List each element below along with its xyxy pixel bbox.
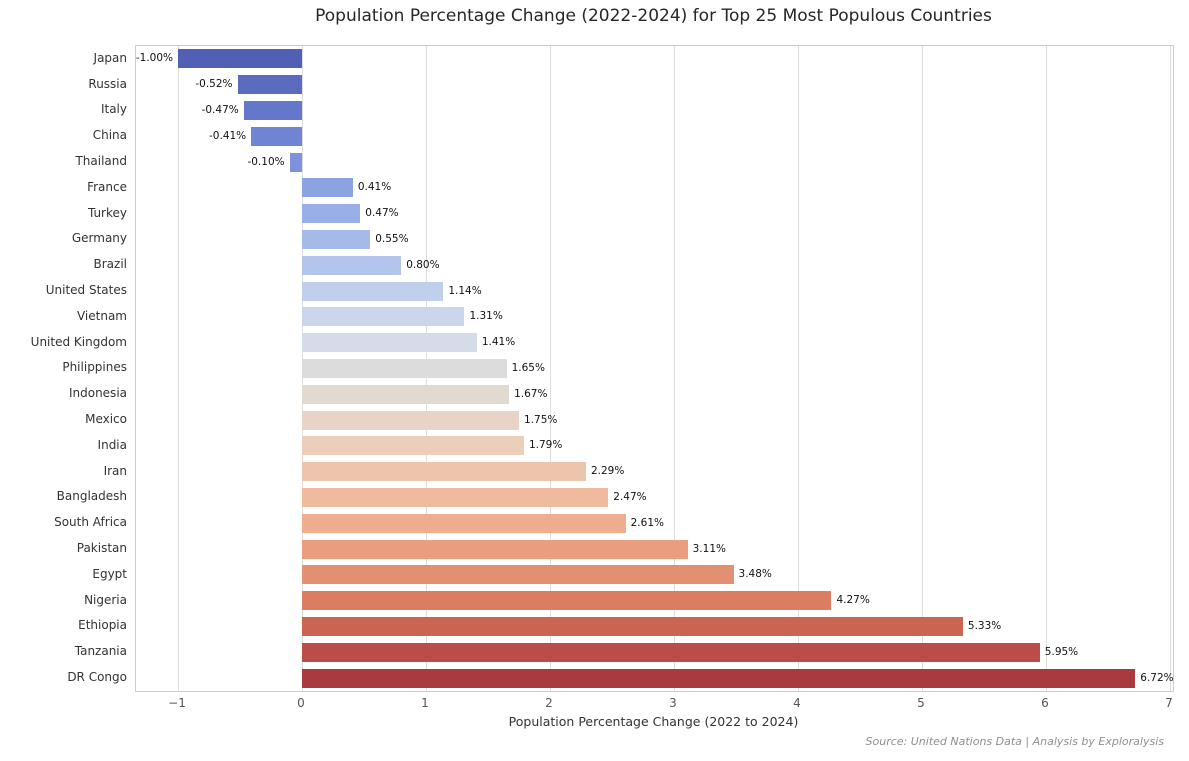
ytick-label: Brazil [93,257,128,272]
ytick-label: Iran [103,463,127,478]
ytick-label: Indonesia [68,386,127,401]
bar-south-africa [302,514,626,533]
xtick-label: 5 [917,696,925,710]
value-label: 6.72% [1140,672,1174,684]
source-caption: Source: United Nations Data | Analysis b… [865,735,1164,748]
ytick-label: France [87,179,127,194]
bar-united-kingdom [302,333,477,352]
gridline-x-4 [798,46,799,691]
value-label: 5.95% [1044,646,1079,658]
value-label: 3.11% [692,543,726,555]
xtick-label: 3 [669,696,677,710]
y-axis-labels: Japan Russia Italy China Thailand France Turke… [0,45,127,690]
bar-dr-congo [302,669,1136,688]
value-label: 5.33% [967,620,1002,632]
xtick-label: 1 [421,696,429,710]
bar-ethiopia [302,617,963,636]
ytick-label: Nigeria [84,592,127,607]
bar-china [251,127,302,146]
xtick-label: 4 [793,696,801,710]
value-label: 0.47% [365,207,399,219]
gridline-x--1 [178,46,179,691]
bar-tanzania [302,643,1040,662]
ytick-label: United Kingdom [30,334,127,349]
ytick-label: DR Congo [67,670,127,685]
value-label: 2.29% [590,465,625,477]
bar-turkey [302,204,361,223]
xtick-label: 7 [1165,696,1173,710]
ytick-label: China [92,128,127,143]
value-label: -1.00% [135,52,173,64]
value-label: 0.55% [375,233,409,245]
value-label: 2.47% [613,491,647,503]
x-axis-ticks: −1 0 1 2 3 4 5 6 7 [135,696,1173,712]
gridline-x-5 [922,46,923,691]
bar-japan [178,49,302,68]
bar-united-states [302,282,444,301]
value-label: 1.65% [511,362,545,374]
value-label: 1.31% [469,310,503,322]
ytick-label: Egypt [92,566,127,581]
gridline-x-3 [674,46,675,691]
bar-russia [237,75,302,94]
ytick-label: India [97,437,127,452]
ytick-label: Italy [100,102,127,117]
value-label: -0.41% [209,130,247,142]
bar-nigeria [302,591,832,610]
ytick-label: Philippines [62,360,127,375]
ytick-label: Vietnam [76,308,127,323]
ytick-label: Japan [93,50,127,65]
value-label: 1.75% [524,414,558,426]
value-label: 0.80% [406,259,440,271]
value-label: 3.48% [738,568,772,580]
bar-france [302,178,353,197]
plot-area: -1.00% -0.52% -0.47% -0.41% -0.10% 0.41% 0.47%… [135,45,1174,692]
xtick-label: −1 [168,696,186,710]
bar-italy [243,101,302,120]
value-label: 0.41% [357,181,392,193]
gridline-x-2 [550,46,551,691]
gridline-x-7 [1170,46,1171,691]
xtick-label: 6 [1041,696,1049,710]
bar-bangladesh [302,488,609,507]
bar-mexico [302,411,519,430]
bar-philippines [302,359,507,378]
bar-germany [302,230,371,249]
bar-iran [302,462,586,481]
bar-thailand [289,153,302,172]
bar-vietnam [302,307,465,326]
ytick-label: Pakistan [76,541,127,556]
bar-pakistan [302,540,688,559]
ytick-label: Mexico [85,412,127,427]
ytick-label: Turkey [87,205,127,220]
bar-indonesia [302,385,510,404]
ytick-label: Ethiopia [78,618,127,633]
ytick-label: Bangladesh [56,489,127,504]
x-axis-title: Population Percentage Change (2022 to 20… [508,714,799,729]
value-label: 1.14% [448,285,482,297]
gridline-x-6 [1046,46,1047,691]
ytick-label: Thailand [75,154,127,169]
value-label: 1.41% [481,336,516,348]
value-label: 4.27% [836,594,870,606]
ytick-label: Germany [71,231,127,246]
value-label: -0.52% [195,78,233,90]
chart-title: Population Percentage Change (2022-2024)… [315,6,992,26]
ytick-label: United States [45,283,127,298]
value-label: 1.67% [514,388,548,400]
bar-india [302,436,524,455]
bar-egypt [302,565,734,584]
bar-brazil [302,256,402,275]
ytick-label: Russia [88,76,127,91]
xtick-label: 2 [545,696,553,710]
ytick-label: South Africa [54,515,127,530]
value-label: 1.79% [528,439,563,451]
value-label: -0.47% [201,104,239,116]
xtick-label: 0 [297,696,305,710]
ytick-label: Tanzania [74,644,127,659]
value-label: 2.61% [630,517,664,529]
value-label: -0.10% [247,156,285,168]
